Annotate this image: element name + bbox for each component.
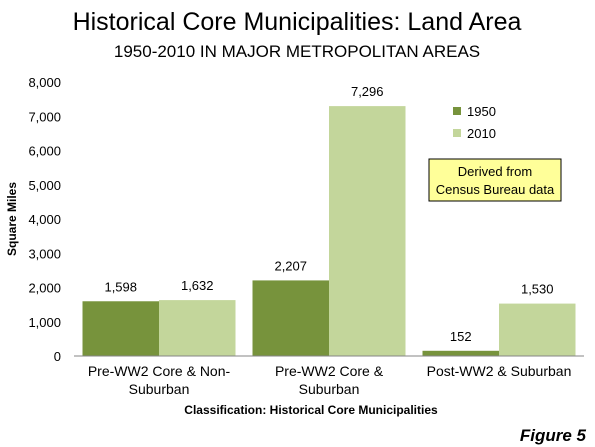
x-category-label: Suburban bbox=[299, 381, 360, 397]
data-label-2010-3: 1,530 bbox=[521, 282, 554, 297]
bar-1950-3 bbox=[422, 350, 499, 356]
legend-label-2010: 2010 bbox=[467, 126, 496, 141]
bar-1950-1 bbox=[82, 301, 159, 356]
bar-2010-2 bbox=[329, 106, 406, 356]
x-axis-categories: Pre-WW2 Core & Non- Suburban Pre-WW2 Core … bbox=[88, 363, 572, 397]
source-note: Derived from Census Bureau data bbox=[428, 158, 562, 202]
y-axis-ticks: 0 1,000 2,000 3,000 4,000 5,000 6,000 7,000 8,00… bbox=[28, 75, 61, 364]
data-label-2010-1: 1,632 bbox=[181, 278, 214, 293]
chart-subtitle: 1950-2010 IN MAJOR METROPOLITAN AREAS bbox=[114, 42, 480, 61]
data-labels: 1,598 2,207 152 1,632 7,296 1,530 bbox=[104, 84, 553, 344]
y-axis-title: Square Miles bbox=[5, 182, 19, 256]
y-tick-label: 5,000 bbox=[28, 178, 61, 193]
data-label-2010-2: 7,296 bbox=[351, 84, 384, 99]
bar-group bbox=[82, 106, 576, 356]
data-label-1950-1: 1,598 bbox=[104, 279, 137, 294]
y-tick-label: 3,000 bbox=[28, 246, 61, 261]
x-category-label: Pre-WW2 Core & Non- bbox=[88, 363, 231, 379]
y-tick-label: 4,000 bbox=[28, 212, 61, 227]
source-note-line-1: Derived from bbox=[458, 164, 532, 179]
legend: 1950 2010 bbox=[453, 104, 496, 141]
y-tick-label: 1,000 bbox=[28, 315, 61, 330]
bar-1950-2 bbox=[252, 280, 329, 356]
y-tick-label: 8,000 bbox=[28, 75, 61, 90]
legend-label-1950: 1950 bbox=[467, 104, 496, 119]
legend-swatch-1950 bbox=[453, 107, 461, 115]
x-category-label: Post-WW2 & Suburban bbox=[427, 363, 572, 379]
chart-title: Historical Core Municipalities: Land Are… bbox=[73, 8, 522, 36]
figure-label: Figure 5 bbox=[520, 426, 587, 445]
bar-2010-3 bbox=[499, 303, 576, 356]
data-label-1950-3: 152 bbox=[450, 329, 472, 344]
x-category-label: Pre-WW2 Core & bbox=[275, 363, 384, 379]
y-tick-label: 7,000 bbox=[28, 109, 61, 124]
x-axis-title: Classification: Historical Core Municipa… bbox=[184, 403, 438, 417]
legend-swatch-2010 bbox=[453, 129, 461, 137]
y-tick-label: 6,000 bbox=[28, 144, 61, 159]
y-tick-label: 2,000 bbox=[28, 281, 61, 296]
y-tick-label: 0 bbox=[54, 349, 61, 364]
source-note-line-2: Census Bureau data bbox=[436, 182, 555, 197]
bar-2010-1 bbox=[159, 300, 236, 356]
data-label-1950-2: 2,207 bbox=[274, 258, 307, 273]
x-category-label: Suburban bbox=[129, 381, 190, 397]
source-note-box bbox=[428, 158, 562, 202]
